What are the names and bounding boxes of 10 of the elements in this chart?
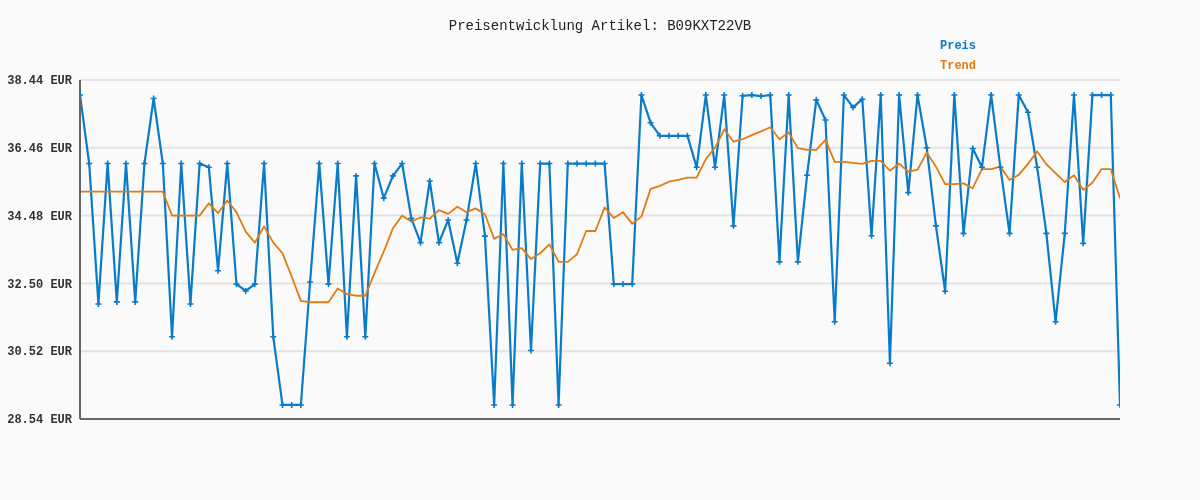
y-tick-label: 32.50 EUR [7,277,73,292]
y-tick-label: 30.52 EUR [7,345,73,360]
line-series [80,126,1120,304]
text: Preis [940,38,977,55]
chart-title: Preisentwicklung Artikel: B09KXT22VB [447,18,753,34]
y-tick-label: 28.54 EUR [7,413,73,428]
y-tick-label: 38.44 EUR [7,74,73,89]
text: Trend [940,58,977,75]
y-tick-label: 36.46 EUR [7,142,73,157]
y-tick-label: 34.48 EUR [7,209,73,224]
